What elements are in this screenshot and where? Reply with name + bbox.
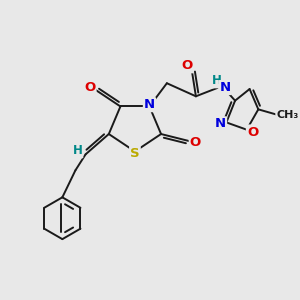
Text: O: O <box>247 125 258 139</box>
Text: N: N <box>215 117 226 130</box>
Text: N: N <box>219 81 230 94</box>
Text: O: O <box>182 59 193 72</box>
Text: CH₃: CH₃ <box>276 110 298 120</box>
Text: O: O <box>84 81 96 94</box>
Text: N: N <box>144 98 155 111</box>
Text: H: H <box>212 74 222 87</box>
Text: O: O <box>190 136 201 149</box>
Text: S: S <box>130 147 140 160</box>
Text: H: H <box>73 144 82 158</box>
